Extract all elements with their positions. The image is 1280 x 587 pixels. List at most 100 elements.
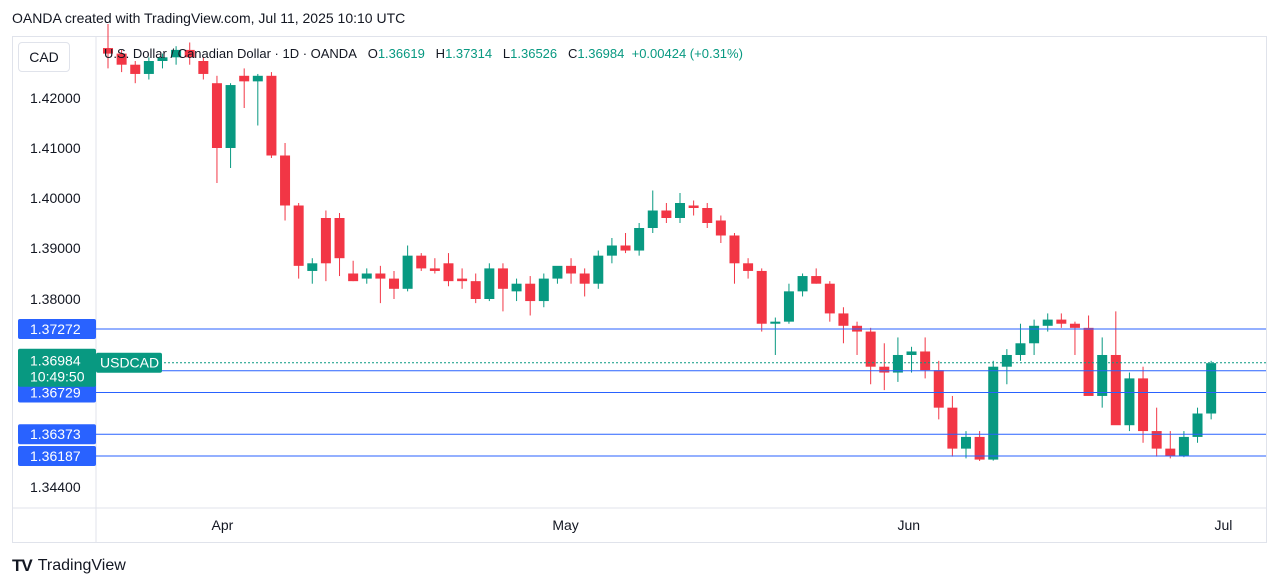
candle-body xyxy=(961,436,971,449)
candle-body xyxy=(606,245,617,256)
open-label: O xyxy=(367,46,378,61)
legend-title: U.S. Dollar / Canadian Dollar · 1D · OAN… xyxy=(104,46,357,61)
candle-body xyxy=(1056,319,1067,324)
candle-body xyxy=(225,85,236,148)
candle-body xyxy=(389,278,399,289)
candle-body xyxy=(1138,378,1149,432)
candle-body xyxy=(729,235,740,264)
y-tick-label: 1.38000 xyxy=(30,291,81,307)
candle-body xyxy=(661,210,672,218)
candle-body xyxy=(715,220,726,236)
candle-body xyxy=(1001,354,1012,367)
open-value: 1.36619 xyxy=(377,46,425,61)
candle-body xyxy=(211,83,222,148)
y-tick-label: 1.34400 xyxy=(30,479,81,495)
close-label: C xyxy=(567,46,578,61)
currency-unit-button[interactable]: CAD xyxy=(18,42,70,72)
candle-body xyxy=(1165,448,1176,457)
candle-body xyxy=(348,273,359,282)
candle-body xyxy=(320,218,331,264)
candle-body xyxy=(824,283,835,314)
level-price-badge xyxy=(18,424,96,445)
candle-body xyxy=(484,268,495,299)
candle-body xyxy=(266,75,277,156)
candle-body xyxy=(756,270,767,324)
candle-body xyxy=(184,49,195,58)
candle-body xyxy=(1124,378,1135,426)
candle-body xyxy=(933,370,944,408)
candle-body xyxy=(293,205,304,266)
candle-body xyxy=(171,49,182,58)
candle-body xyxy=(361,273,372,279)
x-tick-label: Jul xyxy=(1214,517,1232,533)
candle-body xyxy=(1097,354,1108,396)
level-price-label: 1.36373 xyxy=(30,426,81,442)
candle-body xyxy=(770,321,781,324)
candle-body xyxy=(470,281,481,299)
candle-body xyxy=(702,208,713,223)
candle-body xyxy=(525,283,536,302)
candle-body xyxy=(1015,343,1026,355)
candle-body xyxy=(838,313,849,326)
candle-body xyxy=(1151,431,1162,449)
candle-body xyxy=(634,228,645,251)
candle-body xyxy=(688,205,699,208)
candle-body xyxy=(130,64,141,74)
low-value: 1.36526 xyxy=(510,46,558,61)
candle-body xyxy=(988,366,999,460)
candle-body xyxy=(579,273,590,284)
candle-body xyxy=(552,265,563,279)
candle-body xyxy=(307,263,318,271)
candle-body xyxy=(280,155,291,206)
candle-body xyxy=(566,265,577,274)
candle-body xyxy=(116,53,127,65)
high-value: 1.37314 xyxy=(445,46,493,61)
candle-body xyxy=(920,351,931,371)
candle-body xyxy=(252,75,263,82)
tradingview-logo-icon: TV xyxy=(12,556,33,575)
level-price-badge xyxy=(18,382,96,403)
x-tick-label: May xyxy=(552,517,578,533)
current-price-value: 1.36984 xyxy=(30,353,81,369)
candle-body xyxy=(416,255,427,269)
y-tick-label: 1.39000 xyxy=(30,240,81,256)
candle-body xyxy=(1083,327,1094,396)
candle-body xyxy=(198,61,209,74)
high-label: H xyxy=(435,46,446,61)
candle-body xyxy=(375,273,386,279)
candle-body xyxy=(1069,323,1080,328)
y-tick-label: 1.42000 xyxy=(30,90,81,106)
level-price-label: 1.36729 xyxy=(30,385,81,401)
candle-body xyxy=(743,263,754,271)
candle-body xyxy=(538,278,549,302)
brand-name: TradingView xyxy=(37,557,126,574)
candle-body xyxy=(783,291,794,322)
candle-body xyxy=(402,255,413,289)
close-value: 1.36984 xyxy=(577,46,625,61)
candle-body xyxy=(675,203,685,218)
candle-body xyxy=(1042,319,1053,326)
candle-body xyxy=(906,351,917,355)
candle-body xyxy=(593,255,604,284)
candle-body xyxy=(157,57,168,61)
x-tick-label: Apr xyxy=(212,517,234,533)
candle-body xyxy=(1206,363,1217,414)
level-price-badge xyxy=(18,319,96,339)
candle-body xyxy=(1110,354,1121,426)
x-tick-label: Jun xyxy=(898,517,921,533)
y-tick-label: 1.41000 xyxy=(30,140,81,156)
level-price-label: 1.36187 xyxy=(30,448,81,464)
low-label: L xyxy=(502,46,511,61)
candle-body xyxy=(429,268,440,271)
candle-body xyxy=(892,354,903,373)
current-price-badge xyxy=(18,348,96,387)
level-price-badge xyxy=(18,446,96,466)
candle-body xyxy=(647,210,658,228)
candle-body xyxy=(1192,413,1203,437)
candle-body xyxy=(143,61,154,74)
y-tick-label: 1.40000 xyxy=(30,190,81,206)
tradingview-brand[interactable]: TV TradingView xyxy=(12,556,126,576)
candle-body xyxy=(334,218,345,259)
chart-frame xyxy=(12,36,1267,543)
